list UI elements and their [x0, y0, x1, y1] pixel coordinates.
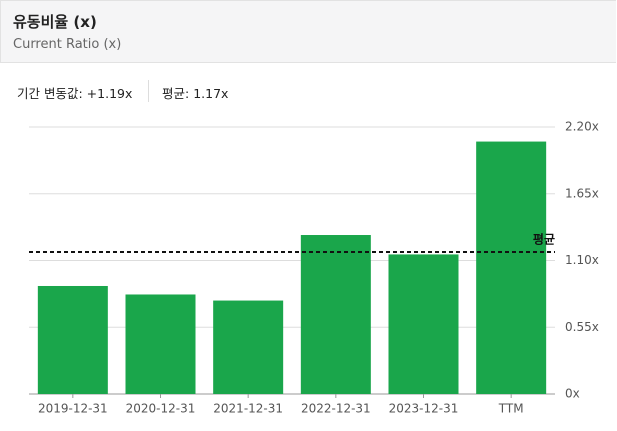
bar	[476, 141, 547, 394]
stat: 기간 변동값: +1.19x	[17, 83, 132, 102]
x-tick-label: 2023-12-31	[389, 402, 459, 416]
subtitle: Current Ratio (x)	[13, 37, 122, 52]
average-label: 평균	[533, 233, 555, 247]
y-tick-label: 0.55x	[565, 320, 599, 334]
stat-label: 기간 변동값:	[17, 86, 83, 101]
bar	[125, 294, 196, 394]
x-tick-label: 2022-12-31	[301, 402, 371, 416]
y-tick-label: 1.65x	[565, 186, 599, 200]
x-tick-label: TTM	[498, 402, 524, 416]
title: 유동비율 (x)	[13, 13, 97, 31]
x-tick-label: 2020-12-31	[126, 402, 196, 416]
x-tick-label: 2021-12-31	[213, 402, 283, 416]
x-tick-label: 2019-12-31	[38, 402, 108, 416]
y-tick-label: 1.10x	[565, 253, 599, 267]
stat: 평균: 1.17x	[162, 83, 228, 102]
bar	[388, 254, 459, 394]
separator	[148, 80, 149, 102]
bar	[37, 285, 108, 394]
y-tick-label: 0x	[565, 387, 580, 401]
header: 유동비율 (x) Current Ratio (x)	[0, 0, 616, 63]
y-tick-label: 2.20x	[565, 120, 599, 134]
stat-label: 평균:	[162, 86, 190, 101]
stat-value: +1.19x	[86, 86, 133, 101]
stat-value: 1.17x	[193, 86, 229, 101]
bar	[300, 235, 371, 394]
bar	[213, 300, 284, 394]
